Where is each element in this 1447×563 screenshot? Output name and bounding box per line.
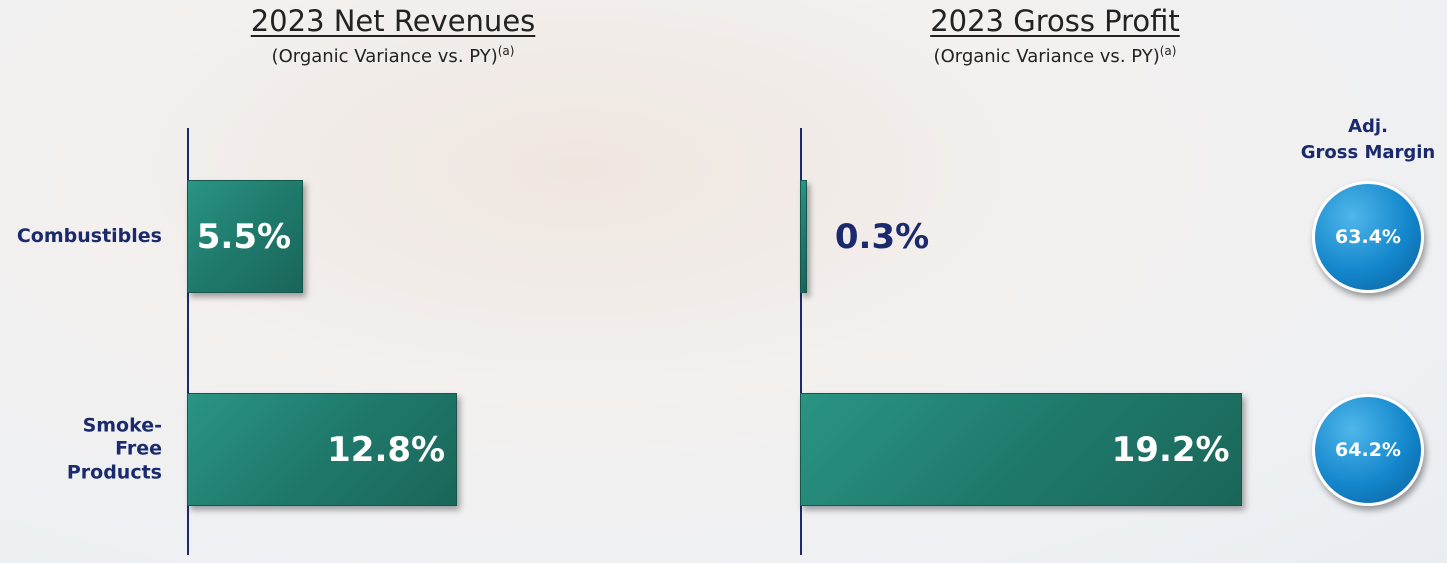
margin-title: Adj.: [1348, 116, 1388, 137]
category-label: Combustibles: [16, 224, 162, 247]
value-label: 0.3%: [834, 216, 930, 257]
chart-title: 2023 Net Revenues: [250, 4, 536, 38]
footnote-marker: (a): [1159, 44, 1177, 58]
footnote-marker: (a): [497, 44, 515, 58]
bar: [187, 393, 458, 506]
chart-title: 2023 Gross Profit: [930, 4, 1180, 38]
category-label: Smoke-Free Products: [66, 413, 162, 484]
axis-line: [187, 128, 189, 555]
bar: [800, 393, 1242, 506]
value-label: 5.5%: [196, 216, 292, 257]
margin-circle: 64.2%: [1312, 393, 1424, 506]
chart-subtitle: (Organic Variance vs. PY)(a): [271, 44, 515, 67]
margin-label: 64.2%: [1335, 438, 1401, 461]
bar: [800, 180, 807, 293]
value-label: 19.2%: [1111, 429, 1230, 470]
margin-label: 63.4%: [1335, 225, 1401, 248]
margin-title: Gross Margin: [1300, 142, 1436, 163]
axis-line: [800, 128, 802, 555]
bar: [187, 180, 304, 293]
margin-circle: 63.4%: [1312, 180, 1424, 293]
value-label: 12.8%: [327, 429, 446, 470]
chart-subtitle: (Organic Variance vs. PY)(a): [933, 44, 1177, 67]
